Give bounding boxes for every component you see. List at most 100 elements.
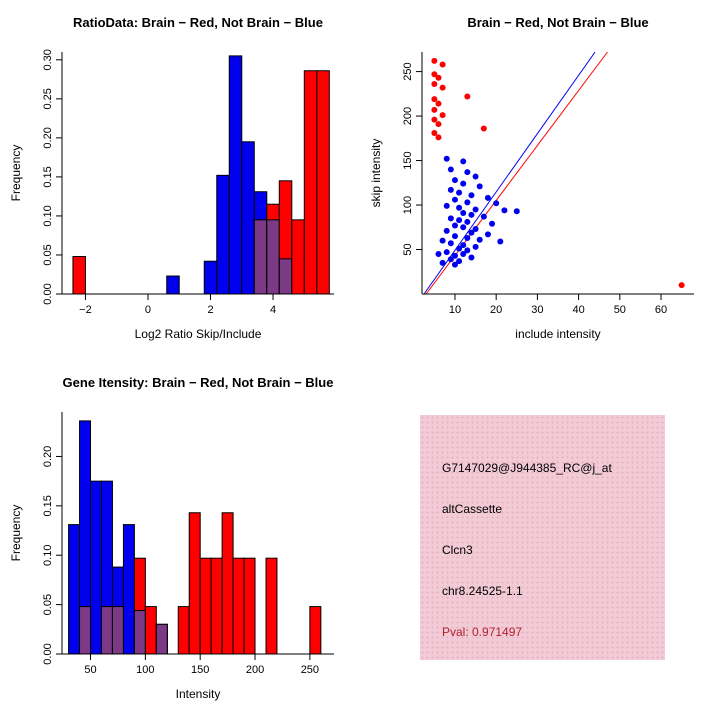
- x-axis-label: Log2 Ratio Skip/Include: [135, 327, 262, 341]
- y-tick-label: 0.10: [42, 545, 54, 566]
- data-point: [480, 125, 487, 132]
- data-point: [464, 169, 471, 176]
- x-tick-label: 50: [84, 664, 96, 676]
- chromosome-location-text: chr8.24525-1.1: [442, 584, 523, 598]
- hist-bar-overlap: [278, 258, 293, 295]
- data-point: [431, 106, 438, 113]
- data-point: [472, 206, 479, 213]
- hist-bar-blue: [228, 55, 243, 295]
- hist-bar-blue: [90, 480, 102, 655]
- hist-bar-red: [316, 70, 330, 295]
- hist-bar-red: [199, 557, 212, 655]
- x-tick-label: 2: [207, 304, 213, 316]
- data-point: [451, 196, 458, 203]
- y-tick-label: 0.05: [42, 594, 54, 615]
- data-point: [460, 242, 467, 249]
- hist-bar-blue: [122, 524, 135, 655]
- y-tick-label: 0.00: [42, 643, 54, 664]
- hist-bar-blue: [216, 174, 230, 295]
- data-point: [493, 200, 500, 207]
- y-tick-label: 50: [402, 243, 414, 255]
- intensity-scatter-panel: Brain − Red, Not Brain − Blue 10 20 30 40 50 6…: [360, 0, 720, 360]
- hist-bar-red: [72, 256, 86, 295]
- x-tick-label: 60: [655, 304, 667, 316]
- data-point: [497, 238, 504, 245]
- data-point: [464, 234, 471, 241]
- y-tick-label: 0.20: [42, 127, 54, 148]
- y-tick-label: 250: [402, 62, 414, 80]
- hist-bar-blue: [241, 141, 255, 295]
- data-point: [451, 233, 458, 240]
- y-tick-label: 0.15: [42, 166, 54, 187]
- data-point: [447, 256, 454, 263]
- x-tick-label: 20: [490, 304, 502, 316]
- data-point: [456, 217, 463, 224]
- data-point: [484, 194, 491, 201]
- x-tick-label: 10: [449, 304, 461, 316]
- data-point: [460, 210, 467, 217]
- y-tick-label: 0.25: [42, 88, 54, 109]
- data-point: [484, 231, 491, 238]
- hist-bar-red: [232, 557, 245, 655]
- x-axis-label: Intensity: [176, 687, 221, 701]
- hist-bar-red: [243, 557, 256, 655]
- gene-intensity-histogram-panel: Gene Itensity: Brain − Red, Not Brain − …: [0, 360, 360, 720]
- data-point: [513, 208, 520, 215]
- data-point: [480, 213, 487, 220]
- data-point: [678, 282, 685, 289]
- hist-bar-red: [188, 512, 201, 655]
- hist-bar-red: [210, 557, 223, 655]
- data-point: [464, 247, 471, 254]
- hist-bar-overlap: [155, 623, 168, 655]
- hist-bar-red: [303, 70, 318, 295]
- x-tick-label: 200: [246, 664, 264, 676]
- y-tick-label: 0.30: [42, 49, 54, 70]
- data-point: [489, 220, 496, 227]
- data-point: [451, 177, 458, 184]
- hist-bar-red: [265, 557, 278, 655]
- p-value-text: Pval: 0.971497: [442, 625, 523, 639]
- gene-info-panel: G7147029@J944385_RC@j_at altCassette Clc…: [360, 360, 720, 720]
- gene-info-box: G7147029@J944385_RC@j_at altCassette Clc…: [420, 415, 665, 660]
- data-point: [431, 57, 438, 64]
- y-tick-label: 100: [402, 196, 414, 214]
- data-point: [460, 250, 467, 257]
- y-tick-label: 200: [402, 107, 414, 125]
- ratio-histogram-panel: RatioData: Brain − Red, Not Brain − Blue…: [0, 0, 360, 360]
- data-point: [431, 81, 438, 88]
- data-point: [451, 261, 458, 268]
- data-point: [472, 243, 479, 250]
- data-point: [439, 61, 446, 68]
- data-point: [435, 100, 442, 107]
- data-point: [447, 166, 454, 173]
- data-point: [447, 215, 454, 222]
- y-tick-label: 0.15: [42, 495, 54, 516]
- data-point: [443, 227, 450, 234]
- hist-bar-red: [309, 606, 322, 655]
- data-point: [435, 74, 442, 81]
- data-point: [435, 134, 442, 141]
- data-point: [447, 240, 454, 247]
- data-point: [476, 236, 483, 243]
- x-tick-label: 40: [572, 304, 584, 316]
- x-tick-label: 250: [301, 664, 319, 676]
- gene-name-text: Clcn3: [442, 543, 473, 557]
- y-axis-label: skip intensity: [369, 139, 383, 208]
- chart-title: Gene Itensity: Brain − Red, Not Brain − …: [63, 375, 334, 390]
- data-point: [451, 252, 458, 259]
- hist-bar-overlap: [100, 606, 113, 655]
- data-point: [468, 211, 475, 218]
- chart-title: RatioData: Brain − Red, Not Brain − Blue: [73, 15, 323, 30]
- data-point: [439, 112, 446, 119]
- x-tick-label: 0: [145, 304, 151, 316]
- gene-intensity-histogram-chart: Gene Itensity: Brain − Red, Not Brain − …: [9, 375, 334, 701]
- x-tick-label: −2: [79, 304, 92, 316]
- hist-bar-overlap: [266, 219, 280, 295]
- hist-bar-red: [291, 219, 305, 295]
- y-tick-label: 0.10: [42, 205, 54, 226]
- hist-bar-overlap: [79, 606, 92, 655]
- x-tick-label: 150: [191, 664, 209, 676]
- fit-line: [423, 51, 596, 295]
- data-point: [431, 96, 438, 103]
- data-point: [431, 129, 438, 136]
